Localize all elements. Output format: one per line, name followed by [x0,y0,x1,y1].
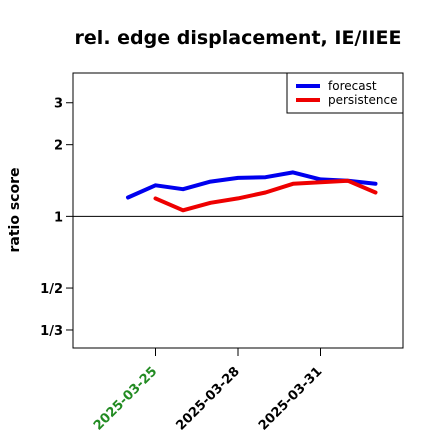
series-point-forecast [320,179,321,180]
y-tick-label: 3 [54,97,63,112]
series-point-persistence [155,198,156,199]
x-tick-label: 2025-03-28 [173,364,242,433]
x-tick-label: 2025-03-25 [91,364,160,433]
y-tick-label: 1/2 [40,282,63,297]
series-point-forecast [293,172,294,173]
y-tick-label: 2 [54,139,63,154]
series-point-persistence [265,192,266,193]
legend-box [286,72,404,114]
legend-label-persistence: persistence [328,93,397,107]
y-tick-label: 1/3 [40,324,63,339]
series-point-persistence [375,192,376,193]
x-tick-label: 2025-03-31 [256,364,325,433]
series-point-persistence [183,210,184,211]
y-axis-label: ratio score [7,168,23,253]
series-point-forecast [265,177,266,178]
series-point-forecast [210,181,211,182]
series-point-persistence [238,198,239,199]
series-point-forecast [128,197,129,198]
y-tick-label: 1 [54,210,63,225]
series-point-forecast [155,185,156,186]
legend: forecast persistence [286,72,404,114]
plot-frame [72,72,404,349]
legend-label-forecast: forecast [328,79,377,93]
series-point-forecast [375,183,376,184]
series-point-persistence [293,183,294,184]
chart-title: rel. edge displacement, IE/IIEE [75,27,402,49]
series-point-persistence [210,202,211,203]
series-line-persistence [153,178,378,213]
plot-area: 3 2 1 1/2 1/3 2025-03-25 2025-03-28 2025-03-31 [40,97,403,434]
series-point-forecast [238,177,239,178]
series-point-persistence [348,180,349,181]
series-point-persistence [320,182,321,183]
series-point-forecast [183,189,184,190]
